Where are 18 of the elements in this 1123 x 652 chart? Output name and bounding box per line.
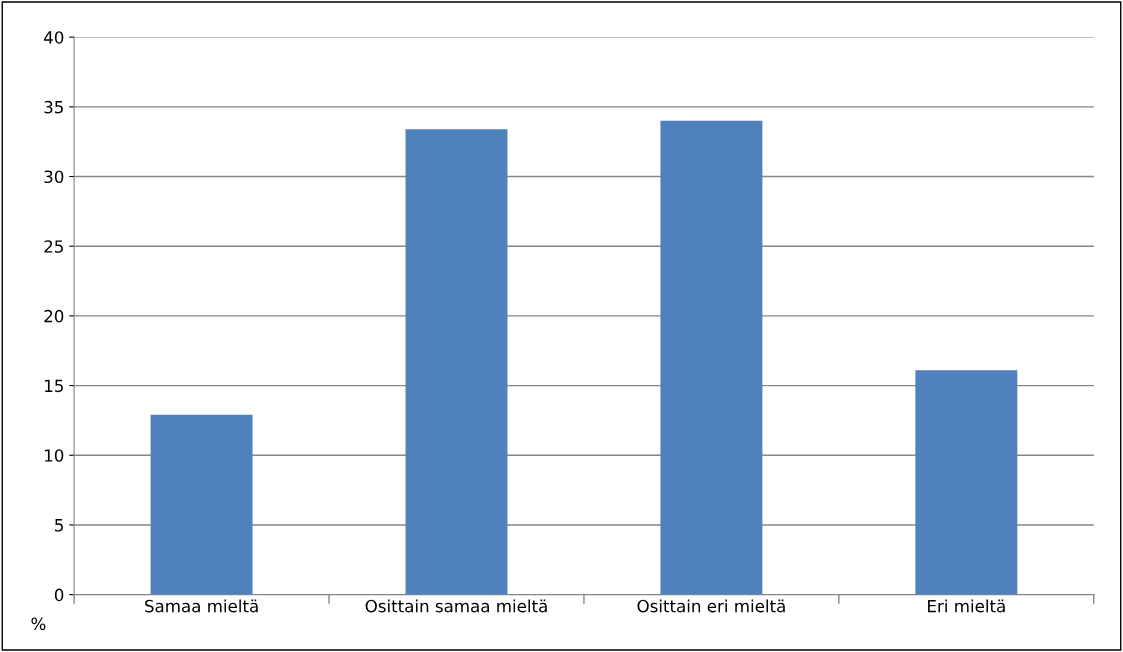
y-tick-label: 5 <box>55 519 63 532</box>
y-tick-label: 30 <box>44 170 64 184</box>
y-tick-label: 15 <box>45 379 63 393</box>
x-tick-label: Samaa mieltä <box>145 599 258 613</box>
y-tick-label: 0 <box>54 588 64 602</box>
x-tick-label: Osittain samaa mieltä <box>365 599 547 613</box>
y-tick-label: 10 <box>45 449 64 462</box>
y-axis-title: % <box>31 617 46 631</box>
y-tick-label: 20 <box>44 309 64 323</box>
bar <box>405 129 508 595</box>
y-tick-label: 35 <box>44 100 63 114</box>
x-tick-label: Osittain eri mieltä <box>637 599 785 613</box>
bar <box>660 120 763 595</box>
bar <box>150 414 253 595</box>
y-tick-label: 40 <box>44 31 64 44</box>
y-tick-label: 25 <box>44 240 63 253</box>
x-tick-label: Eri mieltä <box>928 599 1005 613</box>
bar <box>915 370 1018 595</box>
